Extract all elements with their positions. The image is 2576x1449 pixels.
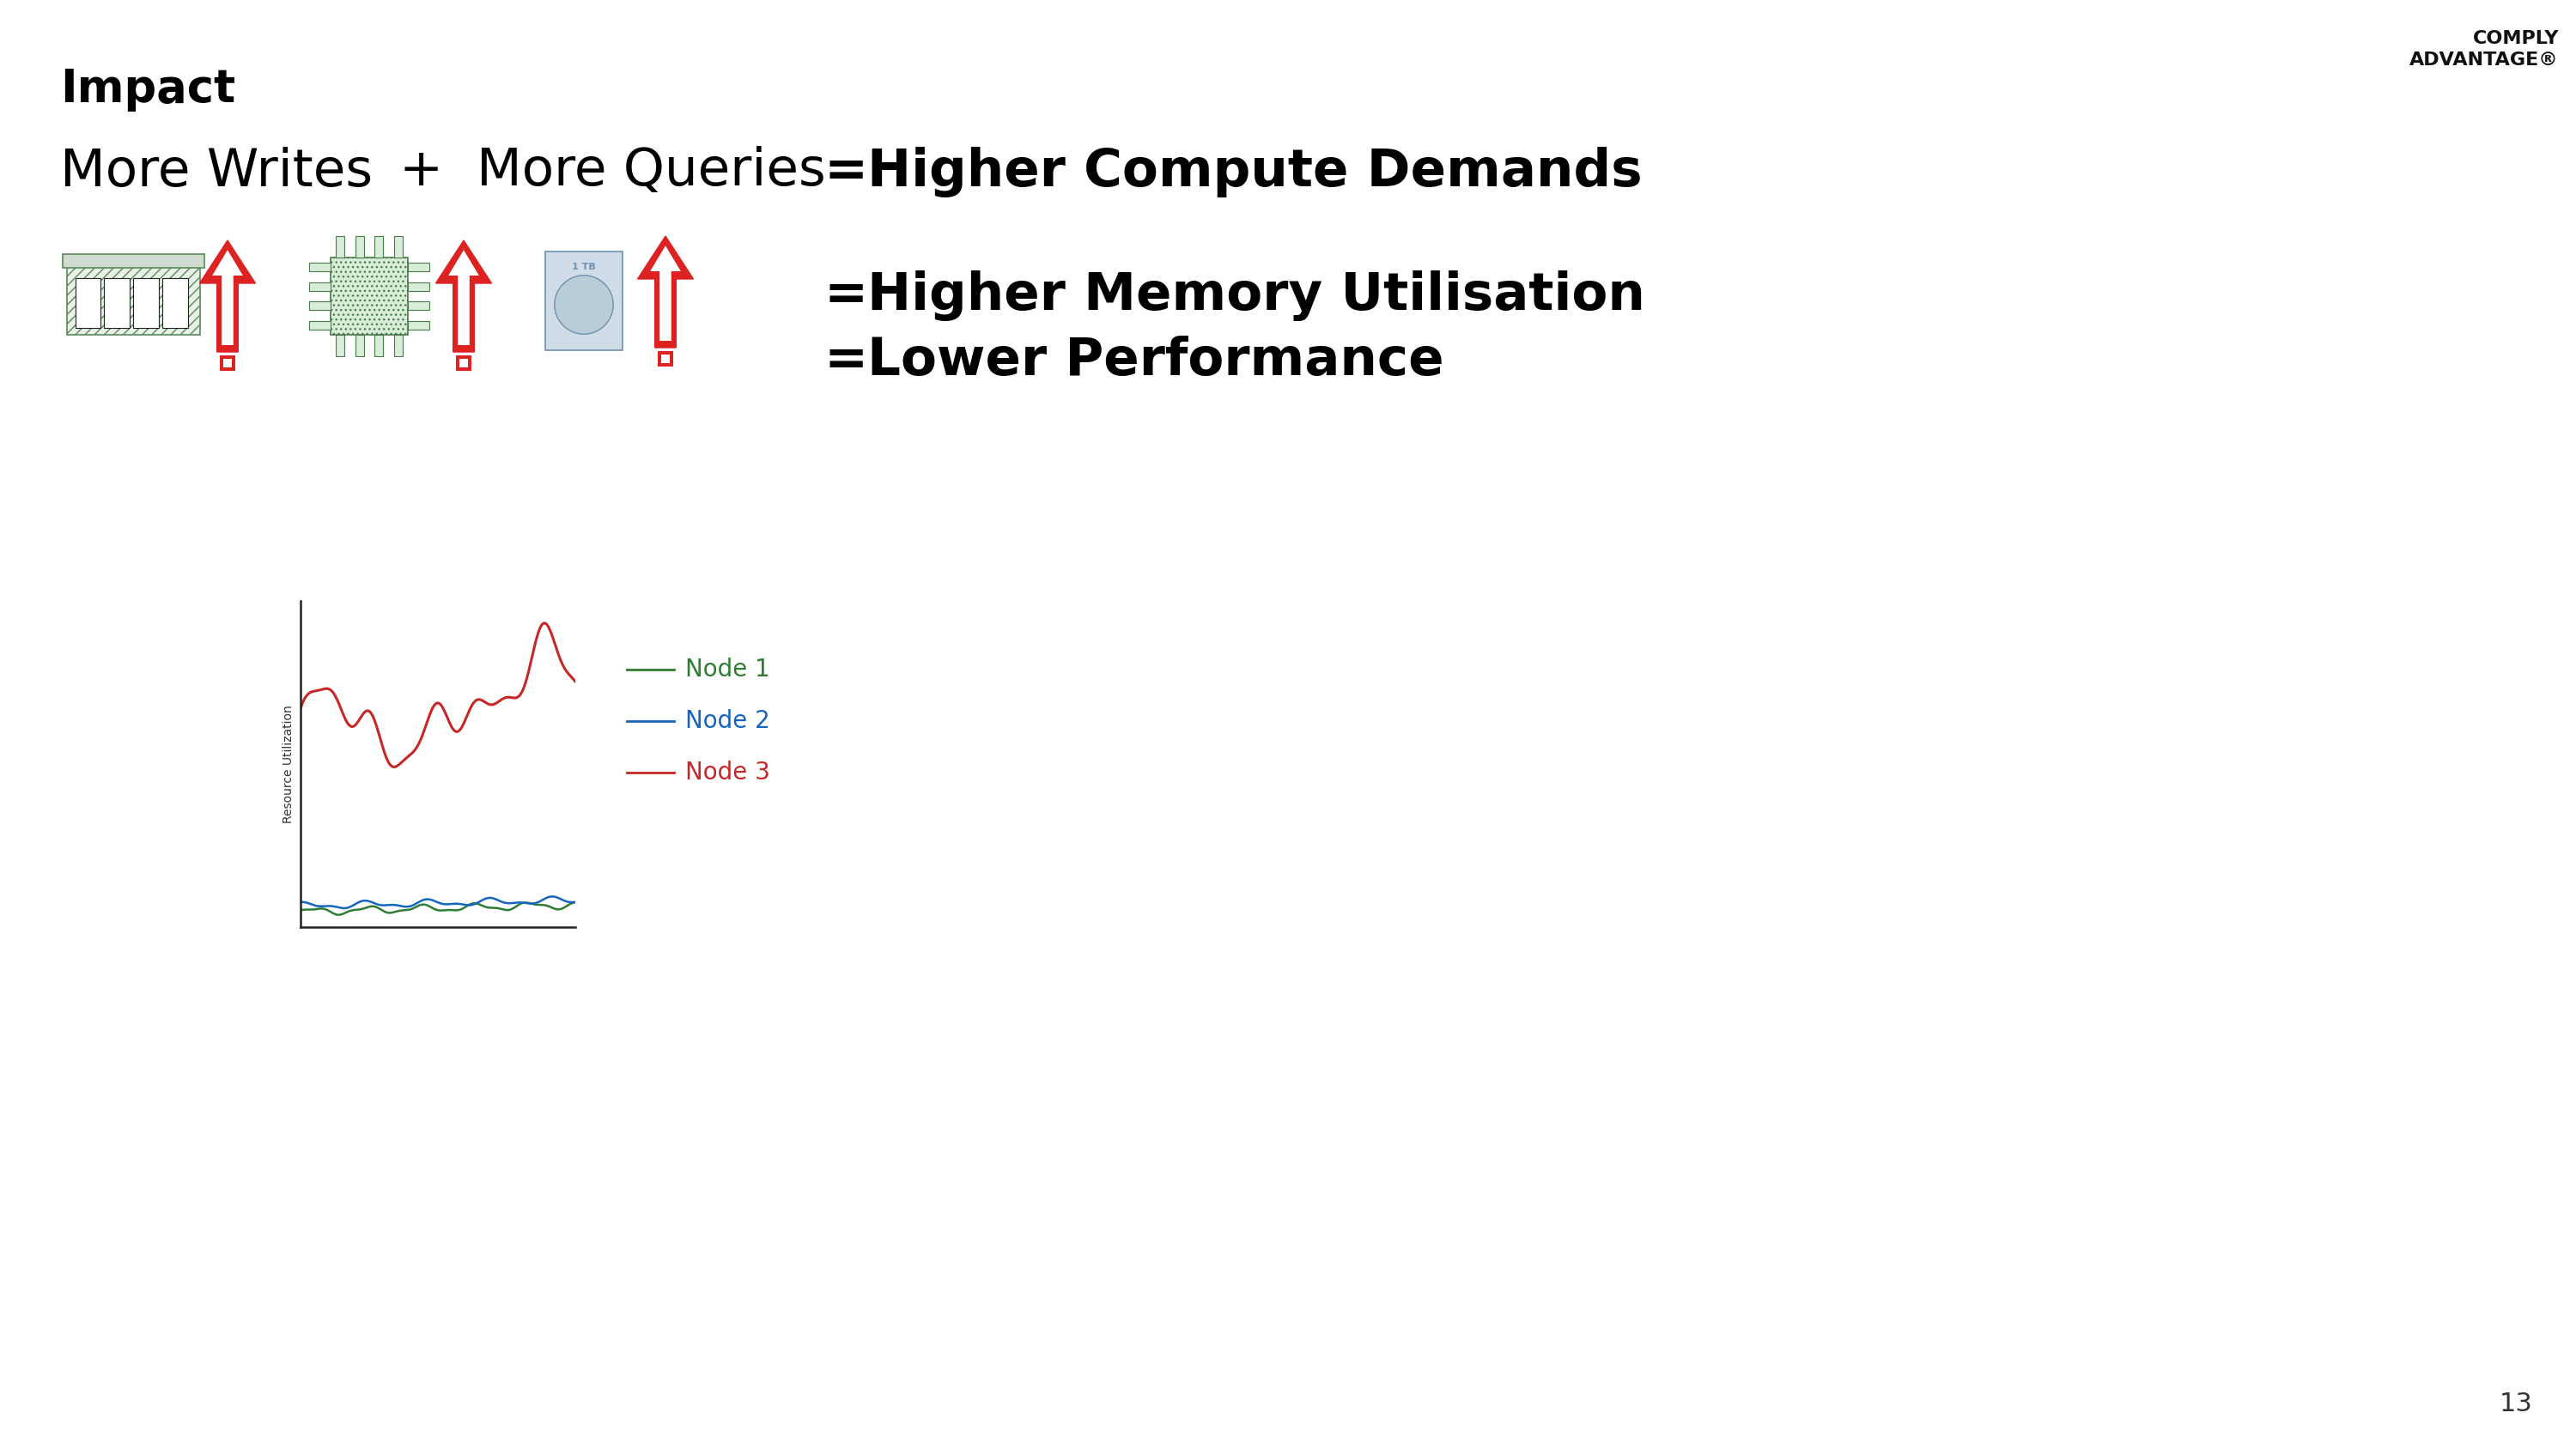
Bar (394, 335, 402, 356)
Text: =: = (824, 271, 868, 322)
Polygon shape (201, 241, 255, 352)
Bar (374, 236, 384, 258)
Bar (335, 335, 345, 356)
Bar (662, 355, 670, 364)
Bar (546, 251, 623, 349)
Bar (134, 278, 160, 327)
Text: 13: 13 (2499, 1391, 2532, 1416)
Bar (309, 262, 330, 271)
Polygon shape (639, 236, 693, 348)
Bar (394, 236, 402, 258)
Bar (309, 320, 330, 329)
Bar (355, 335, 363, 356)
Text: 1 TB: 1 TB (572, 262, 595, 271)
Text: ADVANTAGE®: ADVANTAGE® (2409, 52, 2558, 68)
Text: =: = (824, 335, 868, 385)
Text: Higher Memory Utilisation: Higher Memory Utilisation (868, 271, 1646, 322)
Text: COMPLY: COMPLY (2473, 30, 2558, 48)
Bar (335, 236, 345, 258)
Text: Higher Compute Demands: Higher Compute Demands (868, 146, 1643, 197)
Bar (459, 359, 469, 368)
FancyBboxPatch shape (330, 258, 407, 335)
Text: More Queries: More Queries (477, 146, 827, 197)
Bar (309, 301, 330, 310)
Y-axis label: Resource Utilization: Resource Utilization (283, 704, 294, 823)
Bar (657, 351, 672, 367)
Text: More Writes: More Writes (59, 146, 374, 197)
Bar (219, 355, 234, 371)
Bar (456, 355, 471, 371)
Text: Node 3: Node 3 (685, 761, 770, 784)
Bar (62, 254, 204, 268)
Circle shape (554, 275, 613, 335)
Text: Lower Performance: Lower Performance (868, 335, 1445, 385)
Bar (407, 320, 430, 329)
Text: +: + (399, 146, 443, 197)
Bar (407, 301, 430, 310)
Text: Impact: Impact (59, 67, 234, 112)
Polygon shape (649, 246, 680, 341)
Polygon shape (435, 241, 492, 352)
Text: Node 1: Node 1 (685, 658, 770, 681)
Bar (75, 278, 100, 327)
Bar (162, 278, 188, 327)
Text: =: = (824, 146, 868, 197)
Bar (407, 262, 430, 271)
FancyBboxPatch shape (67, 267, 201, 335)
Polygon shape (211, 251, 242, 345)
Text: Node 2: Node 2 (685, 709, 770, 733)
Bar (374, 335, 384, 356)
Bar (407, 283, 430, 291)
Bar (103, 278, 129, 327)
Polygon shape (448, 251, 479, 345)
Bar (224, 359, 232, 368)
Bar (309, 283, 330, 291)
Bar (355, 236, 363, 258)
